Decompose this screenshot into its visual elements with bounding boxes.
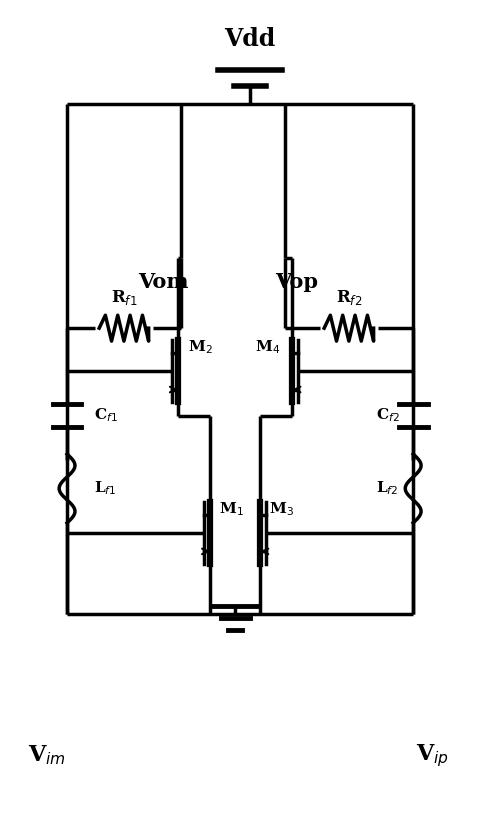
Text: R$_{f2}$: R$_{f2}$	[336, 288, 362, 307]
Text: L$_{f1}$: L$_{f1}$	[94, 479, 116, 497]
Text: V$_{ip}$: V$_{ip}$	[416, 742, 450, 769]
Text: C$_{f2}$: C$_{f2}$	[376, 407, 400, 425]
Text: L$_{f2}$: L$_{f2}$	[376, 479, 398, 497]
Text: M$_1$: M$_1$	[220, 500, 244, 518]
Text: C$_{f1}$: C$_{f1}$	[94, 407, 118, 425]
Text: V$_{im}$: V$_{im}$	[28, 744, 66, 768]
Text: M$_4$: M$_4$	[255, 338, 280, 355]
Text: M$_2$: M$_2$	[188, 338, 213, 355]
Text: Vdd: Vdd	[224, 27, 276, 51]
Text: R$_{f1}$: R$_{f1}$	[110, 288, 137, 307]
Text: Vom: Vom	[138, 272, 188, 292]
Text: M$_3$: M$_3$	[269, 500, 293, 518]
Text: Vop: Vop	[276, 272, 318, 292]
